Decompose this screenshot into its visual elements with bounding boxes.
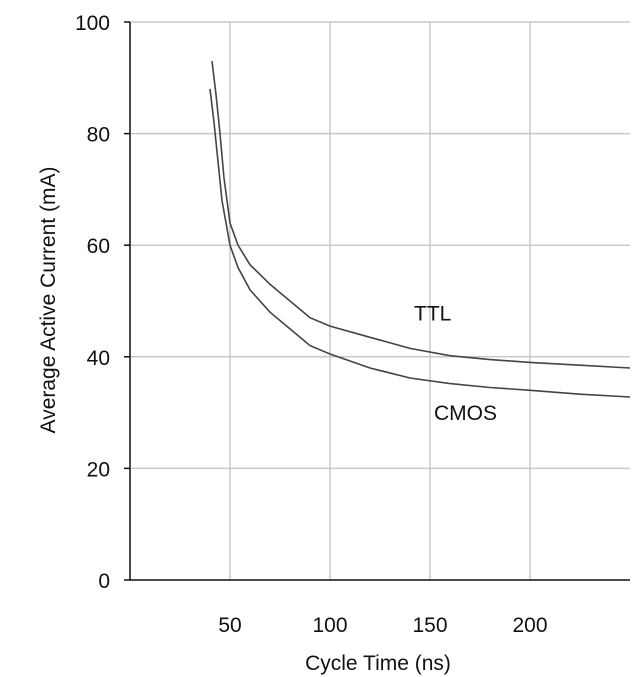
y-tick-label: 100 bbox=[75, 12, 110, 35]
series-label-ttl: TTL bbox=[414, 302, 451, 325]
series-labels: TTL CMOS bbox=[414, 302, 497, 424]
series-label-cmos: CMOS bbox=[434, 402, 497, 425]
y-tick-label: 80 bbox=[87, 124, 110, 147]
series-line-ttl bbox=[211, 61, 631, 369]
x-tick-label: 150 bbox=[412, 614, 447, 637]
y-axis-title: Average Active Current (mA) bbox=[37, 167, 60, 434]
series-line-cmos bbox=[209, 88, 631, 398]
y-tick-label: 0 bbox=[98, 570, 110, 593]
y-tick-label: 40 bbox=[87, 347, 110, 370]
y-tick-labels: 0 20 40 60 80 100 bbox=[75, 12, 110, 593]
y-tick-label: 60 bbox=[87, 235, 110, 258]
x-tick-label: 200 bbox=[512, 614, 547, 637]
y-tick-label: 20 bbox=[87, 458, 110, 481]
axes bbox=[124, 21, 630, 581]
x-axis-title: Cycle Time (ns) bbox=[305, 652, 451, 675]
grid bbox=[130, 21, 630, 580]
x-tick-label: 50 bbox=[218, 614, 241, 637]
x-tick-labels: 50 100 150 200 bbox=[218, 614, 547, 637]
x-tick-label: 100 bbox=[312, 614, 347, 637]
series bbox=[209, 61, 631, 398]
